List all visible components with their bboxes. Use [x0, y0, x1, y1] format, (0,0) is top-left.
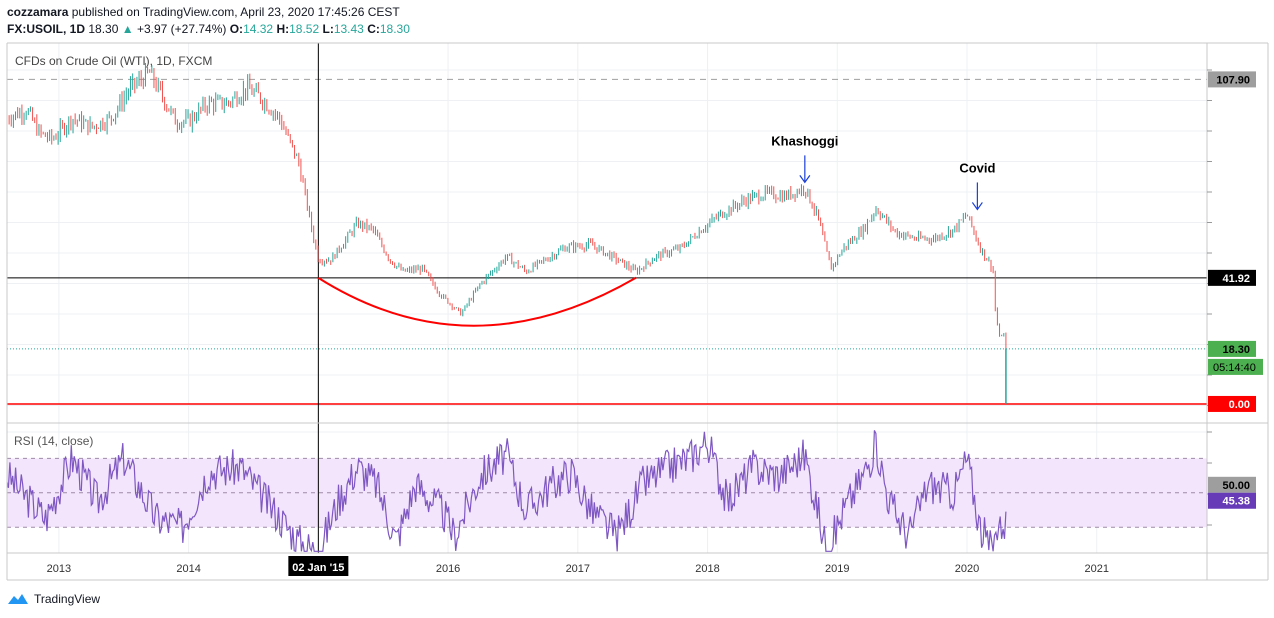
x-tick-label: 2019	[825, 563, 849, 575]
label-107-90-box	[1208, 71, 1256, 88]
candles	[6, 62, 1007, 404]
countdown-label: 05:14:40	[1213, 362, 1256, 374]
horizontal-lines	[7, 43, 1207, 553]
label-107-90: 107.90	[1216, 74, 1250, 86]
label-last-price: 18.30	[1222, 344, 1250, 356]
rsi-line	[6, 430, 1007, 553]
brand-name: TradingView	[34, 592, 101, 606]
open-label: O:	[229, 22, 244, 36]
annotation-khashoggi: Khashoggi	[771, 133, 838, 148]
rounded-bottom-arc[interactable]	[317, 276, 637, 327]
crosshair-date-box	[288, 556, 349, 576]
chart-title: CFDs on Crude Oil (WTI), 1D, FXCM	[15, 54, 212, 68]
up-arrow-icon: ▲	[121, 22, 134, 36]
crosshair-date-label: 02 Jan '15	[292, 562, 344, 574]
low-label: L:	[322, 22, 334, 36]
label-last-price-box	[1208, 340, 1256, 357]
price-labels: 107.90 41.92 18.30 05:14:40 0.00 50.00 45.38	[1208, 71, 1263, 509]
tradingview-logo[interactable]: TradingView	[6, 591, 100, 607]
symbol-header: FX:USOIL, 1D 18.30 ▲ +3.97 (+27.74%) O:1…	[7, 22, 410, 37]
x-tick-label: 2013	[47, 563, 71, 575]
x-tick-label: 2014	[176, 563, 200, 575]
x-tick-label: 2021	[1084, 563, 1108, 575]
low-value: 13.43	[333, 22, 364, 36]
symbol-interval: FX:USOIL, 1D	[7, 22, 86, 36]
countdown-box	[1208, 358, 1263, 375]
label-zero-box	[1208, 395, 1256, 412]
rsi-band	[7, 457, 1207, 528]
arrow-head	[971, 202, 983, 211]
published-text: published on TradingView.com, April 23, …	[71, 5, 400, 19]
last-price: 18.30	[88, 22, 119, 36]
close-label: C:	[367, 22, 380, 36]
annotation-covid: Covid	[959, 160, 995, 175]
label-41-92-box	[1208, 269, 1256, 286]
x-tick-label: 2018	[695, 563, 719, 575]
pane-frames	[6, 42, 1269, 581]
close-value: 18.30	[379, 22, 410, 36]
x-tick-label: 2020	[955, 563, 979, 575]
label-rsi-50: 50.00	[1222, 480, 1250, 492]
open-value: 14.32	[243, 22, 274, 36]
label-zero: 0.00	[1229, 399, 1250, 411]
rsi-title: RSI (14, close)	[14, 434, 93, 448]
high-value: 18.52	[289, 22, 320, 36]
high-label: H:	[276, 22, 290, 36]
annotations[interactable]: Khashoggi Covid	[771, 133, 995, 211]
time-axis: 2013 2014 02 Jan '15 2016 2017 2018 2019 2020 20…	[47, 556, 1109, 576]
x-tick-label: 2017	[566, 563, 590, 575]
label-rsi-50-box	[1208, 476, 1256, 493]
x-tick-label: 2016	[436, 563, 460, 575]
author-name[interactable]: cozzamara	[7, 5, 69, 19]
price-change: +3.97 (+27.74%)	[136, 22, 227, 36]
label-rsi-last: 45.38	[1222, 496, 1250, 508]
arrow-head	[799, 175, 811, 184]
tradingview-cloud-icon	[8, 594, 28, 604]
label-rsi-last-box	[1208, 492, 1256, 509]
label-41-92: 41.92	[1222, 273, 1250, 285]
publish-info: cozzamara published on TradingView.com, …	[7, 5, 400, 20]
